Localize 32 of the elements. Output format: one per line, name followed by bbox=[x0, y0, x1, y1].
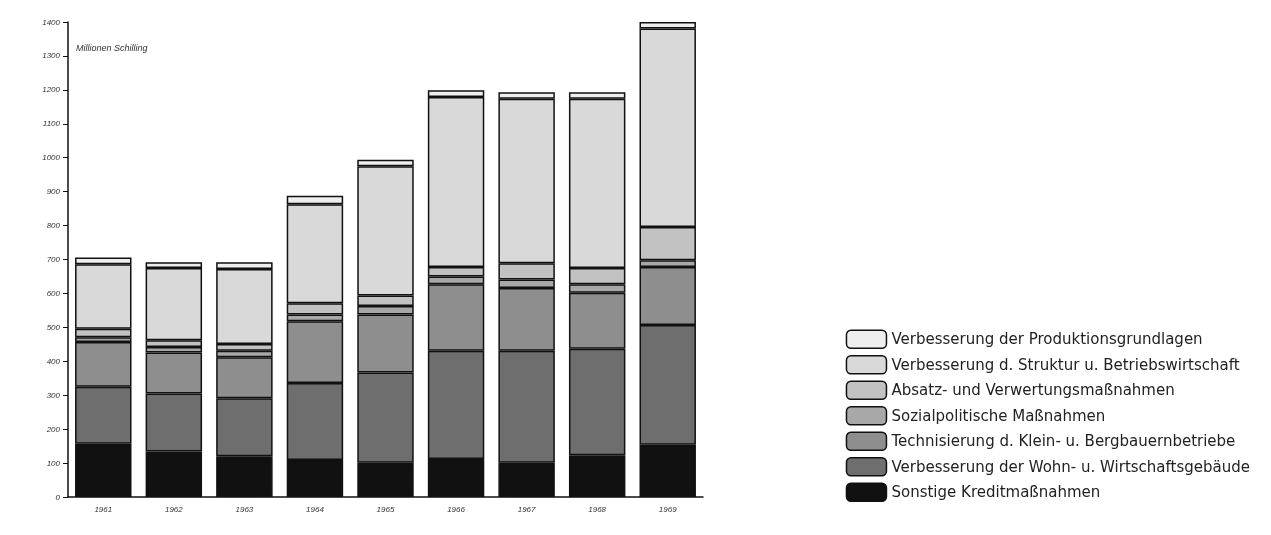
y-axis-title: Millionen Schilling bbox=[76, 42, 148, 53]
y-tick-label: 1200 bbox=[42, 85, 61, 95]
y-tick-label: 1300 bbox=[42, 51, 61, 61]
legend-label: Verbesserung d. Struktur u. Betriebswirtschaft bbox=[891, 355, 1240, 374]
legend-label: Sonstige Kreditmaßnahmen bbox=[891, 483, 1101, 502]
legend-label: Technisierung d. Klein- u. Bergbauernbetriebe bbox=[890, 432, 1236, 451]
y-tick-label: 700 bbox=[46, 255, 61, 264]
x-tick-label: 1965 bbox=[376, 504, 395, 514]
y-tick-label: 600 bbox=[46, 288, 61, 298]
x-tick-label: 1968 bbox=[588, 504, 607, 514]
y-tick-label: 400 bbox=[46, 356, 61, 366]
x-tick-label: 1963 bbox=[235, 504, 254, 514]
y-tick-label: 100 bbox=[46, 458, 61, 468]
x-tick-label: 1962 bbox=[164, 504, 184, 514]
x-tick-label: 1966 bbox=[447, 504, 466, 514]
legend-label: Verbesserung der Produktionsgrundlagen bbox=[891, 330, 1203, 349]
legend-label: Sozialpolitische Maßnahmen bbox=[891, 406, 1106, 425]
y-tick-label: 1400 bbox=[42, 17, 61, 27]
x-tick-label: 1969 bbox=[658, 504, 678, 514]
y-tick-label: 1100 bbox=[42, 119, 61, 129]
y-tick-label: 900 bbox=[46, 187, 61, 197]
x-tick-label: 1961 bbox=[94, 504, 113, 514]
y-tick-label: 800 bbox=[46, 221, 61, 231]
y-tick-label: 1000 bbox=[42, 153, 61, 163]
y-tick-label: 500 bbox=[46, 322, 61, 332]
legend-label: Absatz- und Verwertungsmaßnahmen bbox=[891, 381, 1175, 400]
legend-label: Verbesserung der Wohn- u. Wirtschaftsgebäude bbox=[891, 457, 1251, 476]
y-tick-label: 300 bbox=[46, 390, 61, 400]
y-tick-label: 0 bbox=[55, 492, 61, 502]
x-tick-label: 1964 bbox=[306, 504, 325, 514]
x-tick-label: 1967 bbox=[517, 504, 537, 514]
y-tick-label: 200 bbox=[45, 424, 61, 434]
